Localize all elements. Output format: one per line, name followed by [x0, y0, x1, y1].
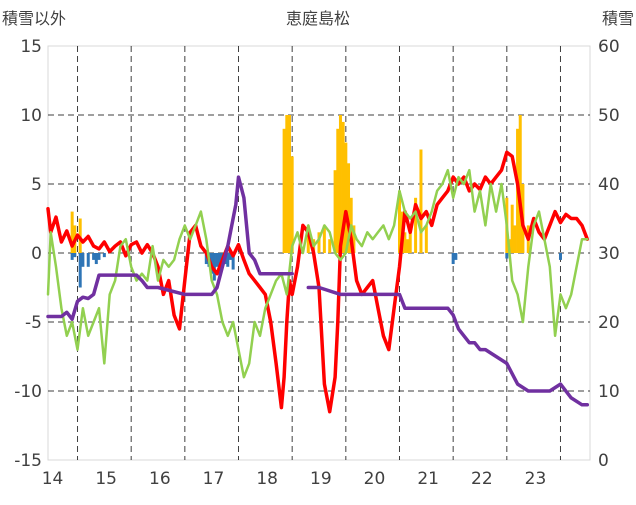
snow-bar — [333, 170, 337, 253]
snow-bar — [70, 211, 74, 253]
x-tick-label: 18 — [256, 469, 278, 489]
y-left-tick-label: 5 — [31, 175, 42, 195]
snow-bar — [513, 225, 517, 253]
y-left-tick-label: 15 — [20, 37, 42, 57]
negative-bar — [215, 253, 219, 267]
y-right-tick-label: 60 — [598, 37, 620, 57]
negative-bar — [505, 253, 509, 259]
y-right-tick-label: 50 — [598, 106, 620, 126]
negative-bar — [558, 253, 562, 260]
series-line-purple — [46, 175, 590, 407]
snow-bar — [328, 239, 332, 253]
negative-bar — [451, 253, 455, 265]
x-tick-label: 22 — [471, 469, 493, 489]
snow-bar — [290, 156, 294, 253]
snow-bar — [408, 225, 412, 253]
negative-bar — [86, 253, 90, 267]
y-left-tick-label: 0 — [31, 244, 42, 264]
snow-bar — [406, 239, 410, 253]
y-left-tick-label: -15 — [14, 451, 42, 471]
negative-bar — [204, 253, 208, 265]
negative-bar — [454, 253, 458, 260]
snow-bar — [282, 128, 286, 253]
series-line-green — [46, 168, 589, 379]
snow-bar — [336, 128, 340, 253]
x-tick-label: 17 — [203, 469, 225, 489]
negative-bar — [94, 253, 98, 265]
snow-bar — [414, 197, 418, 253]
y-right-tick-label: 40 — [598, 175, 620, 195]
negative-bar — [231, 253, 235, 270]
snow-bar — [403, 232, 407, 253]
snow-bar — [510, 204, 514, 253]
x-tick-label: 21 — [417, 469, 439, 489]
negative-bar — [97, 253, 101, 260]
x-tick-label: 15 — [95, 469, 117, 489]
negative-bar — [81, 253, 85, 267]
negative-bar — [226, 253, 230, 267]
grid-layer — [47, 45, 591, 461]
snow-bar — [285, 115, 289, 253]
negative-bar — [70, 253, 74, 260]
negative-bar — [212, 253, 216, 281]
x-tick-label: 19 — [310, 469, 332, 489]
snow-bar — [518, 115, 522, 253]
y-left-tick-label: 10 — [20, 106, 42, 126]
y-right-tick-label: 30 — [598, 244, 620, 264]
negative-bar — [92, 253, 96, 260]
snow-bar — [317, 232, 321, 253]
snow-bar — [419, 149, 423, 253]
line-layer — [46, 150, 590, 414]
snow-bar — [352, 225, 356, 253]
snow-bar — [344, 142, 348, 253]
y-right-tick-label: 20 — [598, 313, 620, 333]
x-tick-label: 16 — [149, 469, 171, 489]
snow-bar — [397, 190, 401, 253]
negative-bar — [78, 253, 82, 288]
x-tick-label: 14 — [42, 469, 64, 489]
y-right-tick-label: 0 — [598, 451, 609, 471]
negative-bar — [102, 253, 106, 258]
negative-bar — [73, 253, 77, 258]
snow-bar — [287, 115, 291, 253]
snow-bar — [347, 163, 351, 253]
series-line-red — [46, 150, 590, 414]
y-right-tick-label: 10 — [598, 382, 620, 402]
y-right-axis-title: 積雪 — [602, 9, 634, 28]
snow-bar — [338, 115, 342, 253]
y-left-tick-label: -10 — [14, 382, 42, 402]
snow-bar — [424, 225, 428, 253]
x-tick-label: 23 — [525, 469, 547, 489]
x-tick-label: 20 — [364, 469, 386, 489]
negative-bar — [228, 253, 232, 260]
y-left-tick-label: -5 — [25, 313, 42, 333]
y-left-axis-title: 積雪以外 — [2, 9, 66, 28]
snow-bar — [341, 121, 345, 254]
snow-bar — [322, 225, 326, 253]
chart-title: 恵庭島松 — [286, 9, 350, 28]
